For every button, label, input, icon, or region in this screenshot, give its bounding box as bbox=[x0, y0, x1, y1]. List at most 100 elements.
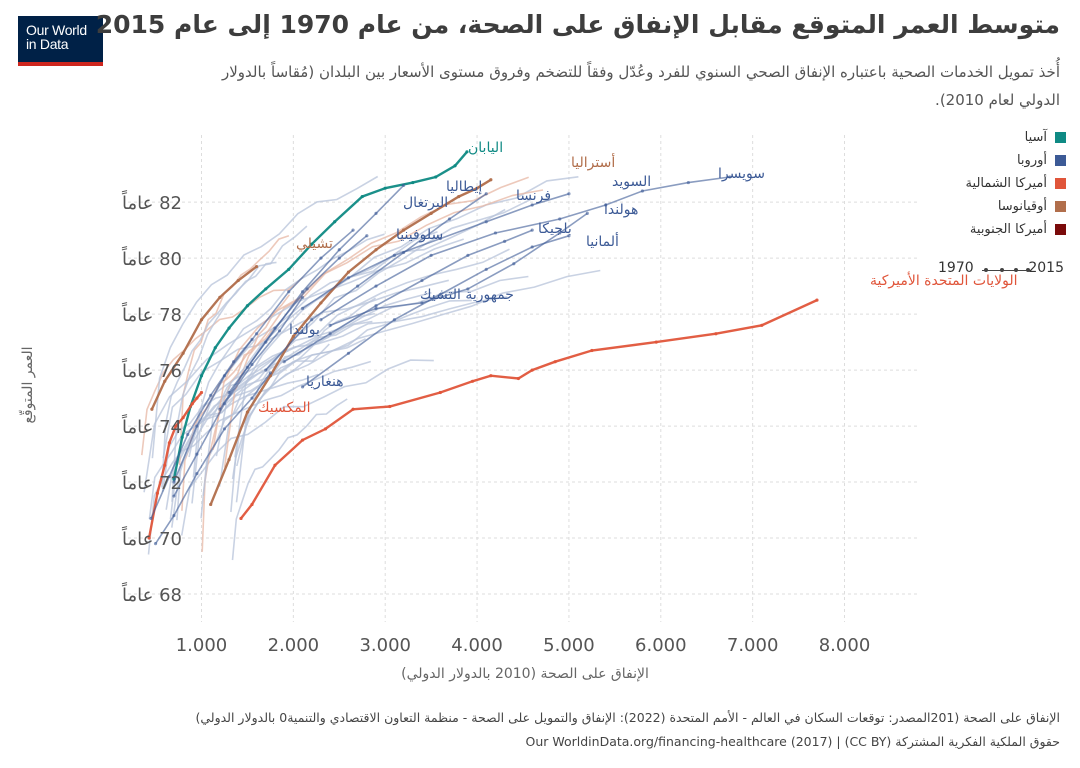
series-point bbox=[484, 267, 488, 271]
timeline-dot bbox=[1026, 268, 1030, 272]
series-point bbox=[218, 295, 222, 299]
series-label: سلوفينيا bbox=[396, 227, 443, 243]
y-tick-label: 74 عاماً bbox=[121, 414, 182, 438]
series-point bbox=[153, 542, 158, 546]
series-point bbox=[319, 256, 323, 260]
legend-item[interactable]: آسيا bbox=[916, 126, 1066, 149]
y-tick-label: 72 عاماً bbox=[121, 470, 182, 494]
background-series-line bbox=[161, 261, 277, 488]
legend-label: أوقيانوسا bbox=[997, 199, 1047, 214]
series-point bbox=[346, 270, 351, 274]
series-point bbox=[181, 416, 185, 420]
series-point bbox=[337, 256, 341, 260]
series-point bbox=[245, 410, 250, 414]
series-point bbox=[466, 287, 470, 291]
series-point bbox=[250, 337, 254, 341]
footer: الإنفاق على الصحة (201المصدر: توقعات الس… bbox=[10, 706, 1060, 754]
series-point bbox=[300, 295, 305, 299]
series-point bbox=[465, 150, 469, 154]
owid-logo: Our World in Data bbox=[18, 16, 103, 66]
y-tick-label: 70 عاماً bbox=[121, 526, 182, 550]
series-point bbox=[227, 326, 231, 330]
logo-line-1: Our World bbox=[26, 22, 87, 38]
series-point bbox=[236, 278, 240, 283]
series-point bbox=[180, 435, 184, 439]
legend-swatch bbox=[1055, 178, 1066, 189]
series-point bbox=[484, 220, 488, 224]
series-point bbox=[149, 516, 153, 521]
x-tick-label: 6.000 bbox=[635, 635, 687, 656]
background-series-line bbox=[162, 279, 449, 459]
series-point bbox=[209, 393, 213, 397]
x-tick-label: 8.000 bbox=[819, 635, 871, 656]
series-label: بلجيكا bbox=[538, 221, 572, 237]
legend-item[interactable]: أميركا الشمالية bbox=[916, 172, 1066, 195]
series-point bbox=[222, 427, 227, 431]
y-tick-label: 82 عاماً bbox=[121, 190, 182, 214]
series-point bbox=[392, 253, 396, 257]
series-point bbox=[374, 306, 378, 311]
series-point bbox=[411, 180, 415, 185]
series-point bbox=[558, 231, 562, 235]
series-point bbox=[447, 217, 452, 221]
series-point bbox=[282, 360, 286, 364]
series-point bbox=[323, 427, 328, 431]
series-line-سلوفينيا bbox=[219, 235, 368, 410]
series-point bbox=[333, 220, 337, 224]
legend-swatch bbox=[1055, 201, 1066, 212]
legend-item[interactable]: أميركا الجنوبية bbox=[916, 218, 1066, 241]
timeline-track[interactable] bbox=[982, 270, 1028, 271]
background-series-line bbox=[171, 225, 308, 502]
legend-label: أوروبا bbox=[1016, 153, 1047, 168]
legend: آسيا أوروبا أميركا الشمالية أوقيانوسا أميركا… bbox=[916, 126, 1066, 241]
series-point bbox=[264, 368, 268, 372]
series-point bbox=[310, 242, 314, 246]
timeline-control[interactable]: 1970 2015 bbox=[938, 258, 1068, 280]
series-lines bbox=[147, 150, 819, 546]
series-point bbox=[512, 262, 516, 266]
series-point bbox=[374, 304, 378, 308]
series-point bbox=[227, 458, 231, 462]
legend-label: آسيا bbox=[1024, 130, 1047, 145]
series-point bbox=[172, 494, 176, 498]
chart-title: متوسط العمر المتوقع مقابل الإنفاق على ال… bbox=[95, 10, 1060, 39]
series-point bbox=[383, 186, 387, 190]
series-point bbox=[438, 390, 442, 395]
series-point bbox=[530, 245, 534, 249]
series-label: سويسرا bbox=[718, 166, 765, 182]
series-point bbox=[489, 374, 493, 378]
y-tick-label: 76 عاماً bbox=[121, 358, 182, 382]
series-point bbox=[429, 211, 433, 215]
series-point bbox=[273, 326, 277, 330]
series-point bbox=[172, 514, 176, 518]
background-series-line bbox=[231, 299, 472, 480]
legend-item[interactable]: أوروبا bbox=[916, 149, 1066, 172]
legend-swatch bbox=[1055, 132, 1066, 143]
series-point bbox=[209, 502, 213, 507]
series-point bbox=[239, 516, 243, 521]
legend-swatch bbox=[1055, 155, 1066, 166]
timeline-start-year[interactable]: 1970 bbox=[938, 260, 974, 276]
timeline-dot bbox=[1000, 268, 1004, 272]
timeline-end-year[interactable]: 2015 bbox=[1028, 260, 1064, 276]
series-line-بولندا bbox=[150, 338, 253, 519]
series-label: البرتغال bbox=[403, 195, 448, 211]
series-point bbox=[245, 365, 250, 369]
series-point bbox=[401, 250, 406, 255]
series-point bbox=[484, 192, 488, 196]
series-point bbox=[255, 264, 259, 269]
series-point bbox=[199, 318, 204, 322]
y-tick-label: 68 عاماً bbox=[121, 582, 182, 606]
series-point bbox=[457, 194, 461, 199]
series-point bbox=[434, 175, 438, 179]
legend-item[interactable]: أوقيانوسا bbox=[916, 195, 1066, 218]
y-tick-label: 78 عاماً bbox=[121, 302, 182, 326]
timeline-dot bbox=[984, 268, 988, 272]
y-tick-labels: 68 عاماً 70 عاماً 72 عاماً 74 عاماً 76 عاماً… bbox=[121, 190, 182, 606]
x-axis-label: الإنفاق على الصحة (2010 بالدولار الدولي) bbox=[401, 666, 649, 682]
series-line-جمهورية التشيك bbox=[173, 296, 304, 497]
series-label: السويد bbox=[612, 174, 651, 190]
series-point bbox=[287, 267, 291, 271]
series-point bbox=[300, 438, 305, 442]
series-point bbox=[530, 203, 534, 207]
